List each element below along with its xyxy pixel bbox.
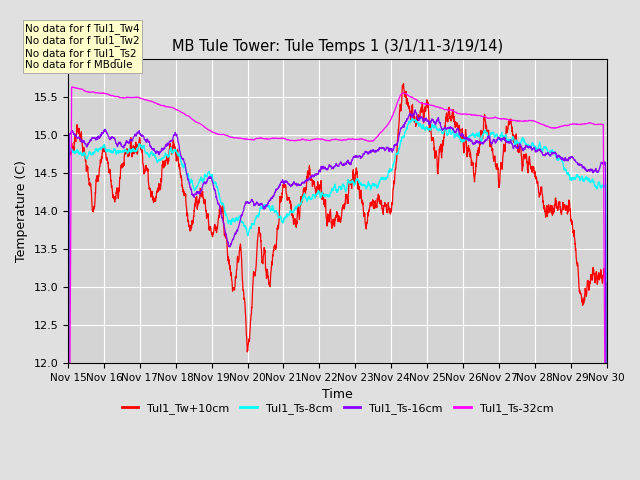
Line: Tul1_Ts-32cm: Tul1_Ts-32cm	[68, 87, 607, 480]
X-axis label: Time: Time	[322, 388, 353, 401]
Tul1_Ts-32cm	[68, 84, 76, 90]
Tul1_Ts-32cm	[294, 137, 302, 143]
Tul1_Ts-8cm	[157, 155, 165, 161]
Title: MB Tule Tower: Tule Temps 1 (3/1/11-3/19/14): MB Tule Tower: Tule Temps 1 (3/1/11-3/19…	[172, 39, 503, 54]
Tul1_Ts-8cm	[408, 116, 416, 121]
Tul1_Ts-16cm	[593, 168, 600, 173]
Tul1_Ts-16cm	[534, 147, 542, 153]
Tul1_Ts-8cm	[593, 184, 600, 190]
Tul1_Tw+10cm	[271, 245, 278, 251]
Tul1_Ts-16cm	[125, 138, 133, 144]
Tul1_Ts-32cm	[271, 135, 278, 141]
Tul1_Ts-32cm	[158, 102, 166, 108]
Tul1_Ts-8cm	[294, 203, 302, 208]
Tul1_Ts-16cm	[412, 107, 419, 113]
Tul1_Ts-8cm	[534, 145, 542, 151]
Tul1_Tw+10cm	[534, 185, 542, 191]
Tul1_Tw+10cm	[400, 81, 408, 86]
Tul1_Ts-32cm	[126, 95, 134, 100]
Tul1_Tw+10cm	[593, 271, 600, 276]
Tul1_Ts-8cm	[125, 146, 133, 152]
Tul1_Ts-8cm	[271, 208, 278, 214]
Tul1_Ts-32cm	[534, 120, 542, 126]
Y-axis label: Temperature (C): Temperature (C)	[15, 160, 28, 262]
Tul1_Tw+10cm	[125, 151, 133, 157]
Tul1_Ts-16cm	[294, 181, 302, 187]
Tul1_Ts-16cm	[271, 191, 278, 197]
Line: Tul1_Ts-16cm: Tul1_Ts-16cm	[68, 110, 607, 480]
Legend: Tul1_Tw+10cm, Tul1_Ts-8cm, Tul1_Ts-16cm, Tul1_Ts-32cm: Tul1_Tw+10cm, Tul1_Ts-8cm, Tul1_Ts-16cm,…	[117, 398, 557, 418]
Tul1_Ts-32cm	[593, 121, 600, 127]
Line: Tul1_Ts-8cm: Tul1_Ts-8cm	[68, 119, 607, 480]
Tul1_Ts-16cm	[157, 147, 165, 153]
Text: No data for f Tul1_Tw4
No data for f Tul1_Tw2
No data for f Tul1_Ts2
No data for: No data for f Tul1_Tw4 No data for f Tul…	[25, 23, 140, 71]
Tul1_Tw+10cm	[294, 203, 302, 209]
Tul1_Tw+10cm	[157, 179, 165, 185]
Line: Tul1_Tw+10cm: Tul1_Tw+10cm	[68, 84, 607, 480]
